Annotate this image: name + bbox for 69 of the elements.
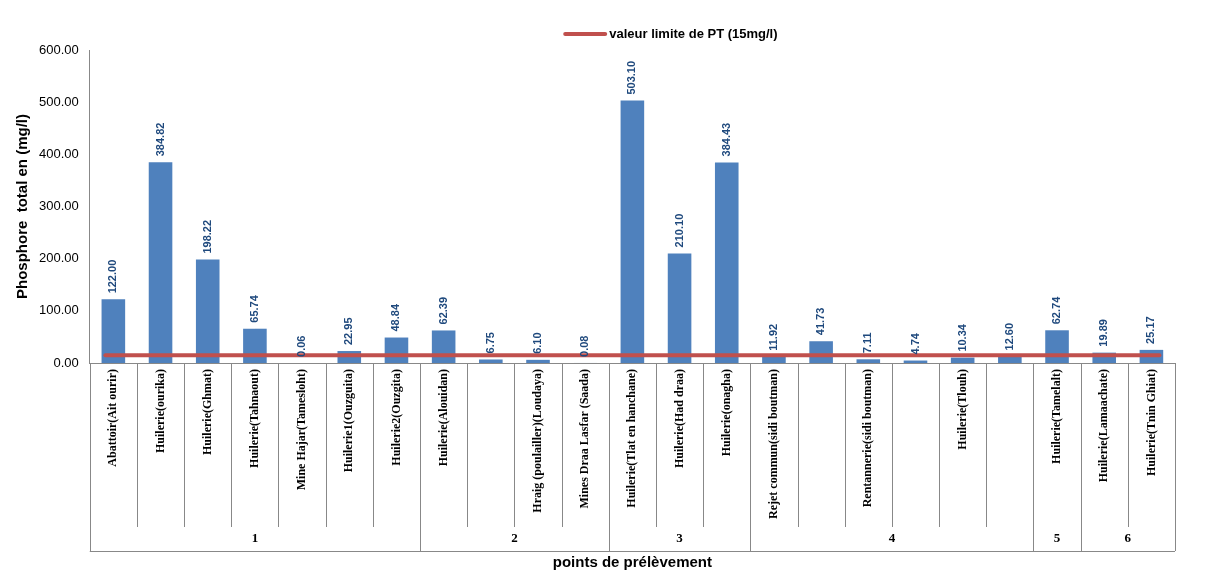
y-tick-label: 400.00: [39, 145, 79, 161]
data-label: 6.10: [531, 332, 544, 354]
x-tick-label: Huilerie2(Ouzgita): [388, 369, 403, 466]
y-tick-label: 200.00: [39, 250, 79, 266]
data-label: 22.95: [342, 317, 355, 346]
bar: [526, 359, 550, 364]
x-tick-label: Huilerie(Tnin Ghiat): [1143, 369, 1158, 477]
bar: [620, 100, 645, 364]
x-tick-label: Mines Draa Lasfar (Saada): [577, 369, 592, 509]
x-tick-label: Hraig (poulailler)(Loudaya): [530, 369, 545, 513]
bar: [856, 359, 881, 364]
x-tick-label: Mine Hajar(Tamesloht): [294, 369, 309, 491]
data-label: 210.10: [672, 213, 685, 248]
x-tick-label: Huilerie(Ghmat): [199, 369, 214, 455]
bar: [667, 253, 692, 364]
text: 2: [511, 530, 518, 546]
data-label: 0.08: [578, 335, 591, 357]
y-tick-label: 300.00: [39, 198, 79, 214]
bar: [479, 359, 503, 364]
y-axis-title: Phosphore total en (mg/l): [13, 114, 31, 300]
text: 3: [676, 530, 684, 546]
data-label: 0.06: [295, 335, 308, 357]
data-label: 122.00: [106, 259, 119, 294]
data-label: 48.84: [389, 303, 402, 332]
x-tick-label: Huilerie(Tahnaout): [247, 369, 261, 468]
x-tick-label: Abattoir(Ait ourir): [105, 369, 120, 467]
bar: [148, 162, 173, 364]
x-tick-label: Huilerie(Had draa): [671, 369, 686, 469]
y-tick-label: 500.00: [39, 93, 79, 109]
x-tick-label: Huilerie(onagha): [718, 369, 733, 457]
x-tick-label: Rejet commun(sidi boutman): [766, 369, 781, 520]
data-label: 11.92: [766, 323, 779, 351]
y-tick-label: 600.00: [39, 41, 79, 57]
data-label: 6.75: [483, 332, 496, 354]
data-label: 384.82: [153, 122, 166, 157]
bar: [195, 259, 220, 364]
data-label: 19.89: [1097, 319, 1110, 347]
data-label: 384.43: [719, 122, 732, 157]
data-label: 65.74: [247, 294, 260, 323]
data-label: 62.39: [436, 296, 449, 325]
data-label: 10.34: [955, 323, 968, 352]
x-tick-label: Huilerie(ourika): [152, 369, 167, 454]
legend-label: valeur limite de PT (15mg/l): [609, 25, 778, 41]
data-label: 7.11: [861, 332, 874, 354]
text: 5: [1053, 530, 1061, 546]
data-label: 25.17: [1144, 316, 1157, 344]
bar: [762, 356, 786, 364]
text: 4: [888, 530, 896, 546]
data-label: 12.60: [1002, 322, 1015, 351]
text: 1: [251, 530, 259, 546]
bar: [714, 162, 739, 364]
x-tick-label: Huilerie(Tamelalt): [1049, 369, 1064, 464]
x-tick-label: Huilerie(Alouidan): [435, 369, 450, 467]
data-label: 41.73: [814, 307, 827, 336]
y-tick-label: 100.00: [39, 302, 79, 318]
data-label: 198.22: [200, 219, 213, 254]
data-label: 4.74: [908, 332, 921, 355]
x-tick-label: Huilerie1(Ouzguita): [341, 369, 356, 473]
x-axis-title: points de prélèvement: [552, 553, 712, 571]
data-label: 503.10: [625, 60, 638, 95]
x-tick-label: Rentannerie(sidi boutman): [860, 369, 875, 508]
x-tick-label: Huilerie(Tlat en hanchane): [624, 369, 639, 508]
bar: [950, 357, 975, 364]
y-tick-label: 0.00: [53, 354, 79, 370]
x-tick-label: Huilerie(Tlouh): [954, 369, 969, 450]
data-label: 62.74: [1050, 295, 1063, 325]
text: 6: [1124, 530, 1132, 546]
x-tick-label: Huilerie(Lamaachate): [1096, 369, 1111, 483]
bar: [101, 299, 126, 364]
